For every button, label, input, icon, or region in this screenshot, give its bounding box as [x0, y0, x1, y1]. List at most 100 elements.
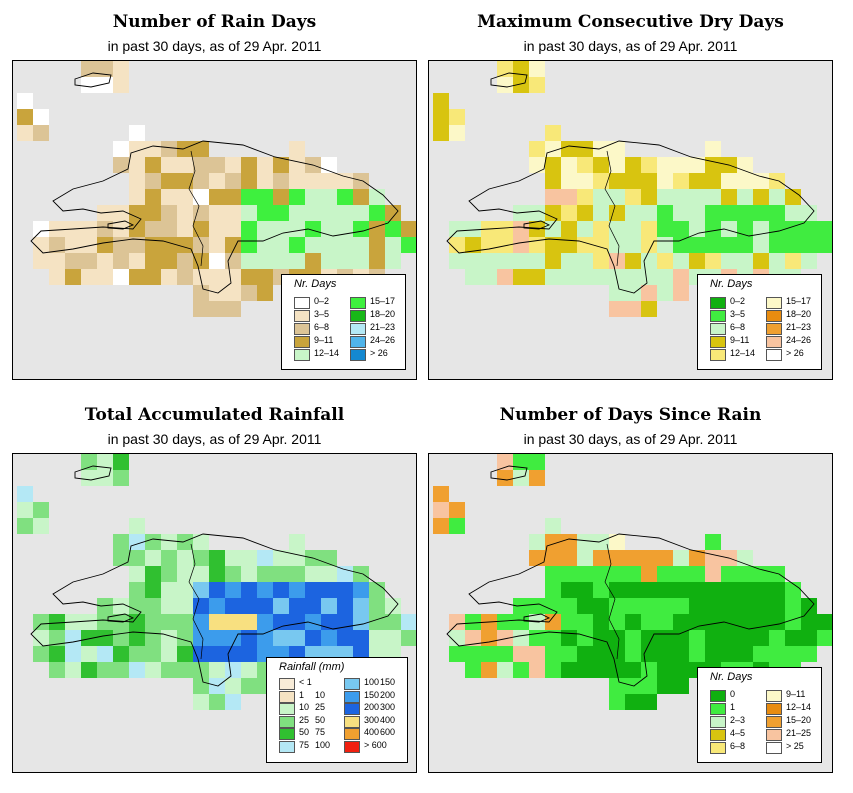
grid-cell — [561, 646, 577, 662]
grid-cell — [721, 598, 737, 614]
legend-swatch — [766, 310, 782, 322]
grid-cell — [129, 141, 145, 157]
grid-cell — [49, 269, 65, 285]
legend-label: 400 — [364, 727, 380, 737]
grid-cell — [17, 93, 33, 109]
grid-cell — [145, 173, 161, 189]
coastline — [107, 613, 135, 623]
grid-cell — [145, 253, 161, 269]
grid-cell — [529, 157, 545, 173]
grid-cell — [161, 598, 177, 614]
panel-subtitle: in past 30 days, as of 29 Apr. 2011 — [107, 38, 322, 54]
legend-label: 75 — [299, 739, 310, 750]
grid-cell — [209, 646, 225, 662]
grid-cell — [241, 237, 257, 253]
panel-dry-days: Maximum Consecutive Dry Days in past 30 … — [428, 10, 833, 382]
grid-cell — [225, 566, 241, 582]
map-rain-days: Nr. Days 0–2 3–5 6–8 9–11 12–14 15–17 18–20 21–… — [12, 60, 417, 380]
grid-cell — [433, 518, 449, 534]
grid-cell — [689, 566, 705, 582]
legend-title: Nr. Days — [710, 671, 753, 683]
grid-cell — [625, 221, 641, 237]
grid-cell — [129, 582, 145, 598]
grid-cell — [705, 550, 721, 566]
grid-cell — [305, 173, 321, 189]
coastline — [74, 72, 112, 88]
grid-cell — [657, 630, 673, 646]
grid-cell — [529, 470, 545, 486]
grid-cell — [625, 630, 641, 646]
grid-cell — [689, 173, 705, 189]
grid-cell — [753, 582, 769, 598]
legend-label: 9–11 — [314, 335, 334, 345]
grid-cell — [593, 221, 609, 237]
grid-cell — [305, 237, 321, 253]
grid-cell — [545, 518, 561, 534]
grid-cell — [193, 157, 209, 173]
grid-cell — [129, 253, 145, 269]
grid-cell — [257, 550, 273, 566]
legend-label: 12–14 — [730, 348, 756, 358]
grid-cell — [145, 566, 161, 582]
grid-cell — [657, 566, 673, 582]
map-grid — [433, 454, 832, 710]
grid-cell — [593, 582, 609, 598]
legend-label: 12–14 — [786, 702, 812, 712]
grid-cell — [161, 550, 177, 566]
grid-cell — [193, 141, 209, 157]
grid-cell — [609, 253, 625, 269]
grid-cell — [369, 205, 385, 221]
grid-cell — [353, 582, 369, 598]
grid-cell — [737, 646, 753, 662]
grid-cell — [385, 253, 401, 269]
legend-label: 15–20 — [786, 715, 812, 725]
grid-cell — [113, 550, 129, 566]
grid-cell — [817, 237, 832, 253]
grid-cell — [289, 534, 305, 550]
grid-cell — [113, 646, 129, 662]
grid-cell — [65, 662, 81, 678]
grid-cell — [657, 614, 673, 630]
grid-cell — [673, 285, 689, 301]
grid-cell — [577, 550, 593, 566]
grid-cell — [385, 221, 401, 237]
legend-title: Rainfall (mm) — [279, 661, 345, 673]
grid-cell — [353, 189, 369, 205]
grid-cell — [273, 221, 289, 237]
grid-cell — [449, 109, 465, 125]
grid-cell — [273, 630, 289, 646]
grid-cell — [801, 253, 817, 269]
grid-cell — [353, 221, 369, 237]
panel-subtitle: in past 30 days, as of 29 Apr. 2011 — [523, 431, 738, 447]
grid-cell — [625, 582, 641, 598]
grid-cell — [561, 550, 577, 566]
grid-cell — [177, 662, 193, 678]
grid-cell — [561, 173, 577, 189]
grid-cell — [513, 470, 529, 486]
grid-cell — [769, 646, 785, 662]
grid-cell — [705, 189, 721, 205]
panel-subtitle: in past 30 days, as of 29 Apr. 2011 — [523, 38, 738, 54]
legend-label: > 26 — [786, 348, 804, 358]
grid-cell — [673, 598, 689, 614]
grid-cell — [225, 221, 241, 237]
legend-label: 24–26 — [786, 335, 812, 345]
grid-cell — [321, 253, 337, 269]
grid-cell — [577, 614, 593, 630]
grid-cell — [753, 173, 769, 189]
grid-cell — [113, 205, 129, 221]
grid-cell — [161, 630, 177, 646]
grid-cell — [33, 646, 49, 662]
grid-cell — [305, 614, 321, 630]
grid-cell — [641, 566, 657, 582]
legend-label: 100 — [364, 677, 380, 687]
grid-cell — [769, 189, 785, 205]
grid-cell — [113, 141, 129, 157]
grid-cell — [321, 582, 337, 598]
grid-cell — [593, 205, 609, 221]
grid-cell — [545, 550, 561, 566]
grid-cell — [609, 630, 625, 646]
grid-cell — [737, 221, 753, 237]
grid-cell — [449, 125, 465, 141]
coastline — [490, 72, 528, 88]
